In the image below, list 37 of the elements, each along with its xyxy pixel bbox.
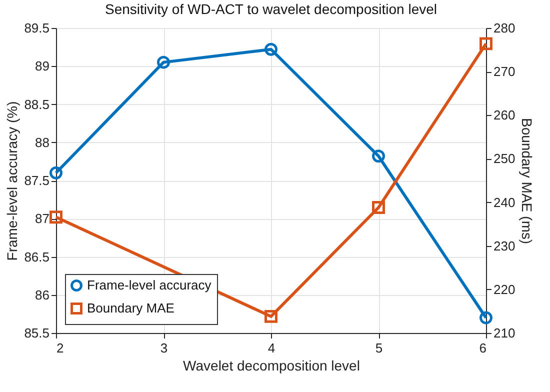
y2-axis-title: Boundary MAE (ms) (519, 118, 536, 244)
y-tick-label: 85.5 (24, 326, 50, 340)
legend-label: Frame-level accuracy (87, 278, 212, 292)
point (264, 310, 278, 323)
y-tick-label: 87.5 (24, 173, 50, 188)
y-tick-label: 89.5 (24, 20, 50, 36)
y-tick-label: 86.5 (24, 249, 50, 264)
point (480, 37, 492, 50)
x-tick-label: 4 (268, 340, 276, 356)
point (372, 201, 385, 214)
legend-label: Boundary MAE (87, 300, 175, 316)
y-tick-label: 88 (35, 134, 50, 150)
y-axis-title: Frame-level accuracy (%) (4, 101, 20, 261)
y2-tick-label: 270 (494, 64, 516, 80)
y2-tick-label: 230 (494, 238, 516, 254)
point (50, 210, 62, 224)
point (264, 42, 278, 56)
point (480, 311, 492, 324)
x-axis-title: Wavelet decomposition level (183, 358, 360, 374)
y-tick-label: 87 (35, 211, 50, 226)
y2-tick-label: 220 (494, 282, 516, 297)
x-tick-label: 2 (56, 340, 64, 356)
x-tick-label: 5 (375, 340, 383, 356)
y2-tick-label: 260 (494, 108, 516, 123)
y-tick-label: 89 (35, 58, 50, 74)
y2-tick-label: 250 (494, 151, 516, 166)
point (372, 150, 385, 163)
x-tick-label: 3 (160, 340, 168, 356)
chart-title: Sensitivity of WD-ACT to wavelet decomposition level (105, 1, 437, 17)
x-tick-label: 6 (479, 340, 486, 356)
y-tick-label: 88.5 (24, 96, 50, 112)
y-tick-label: 86 (35, 287, 50, 302)
y2-tick-label: 280 (494, 20, 516, 36)
y2-tick-label: 240 (494, 194, 516, 210)
y2-tick-label: 210 (494, 326, 516, 340)
point (157, 56, 170, 69)
point (50, 166, 62, 180)
